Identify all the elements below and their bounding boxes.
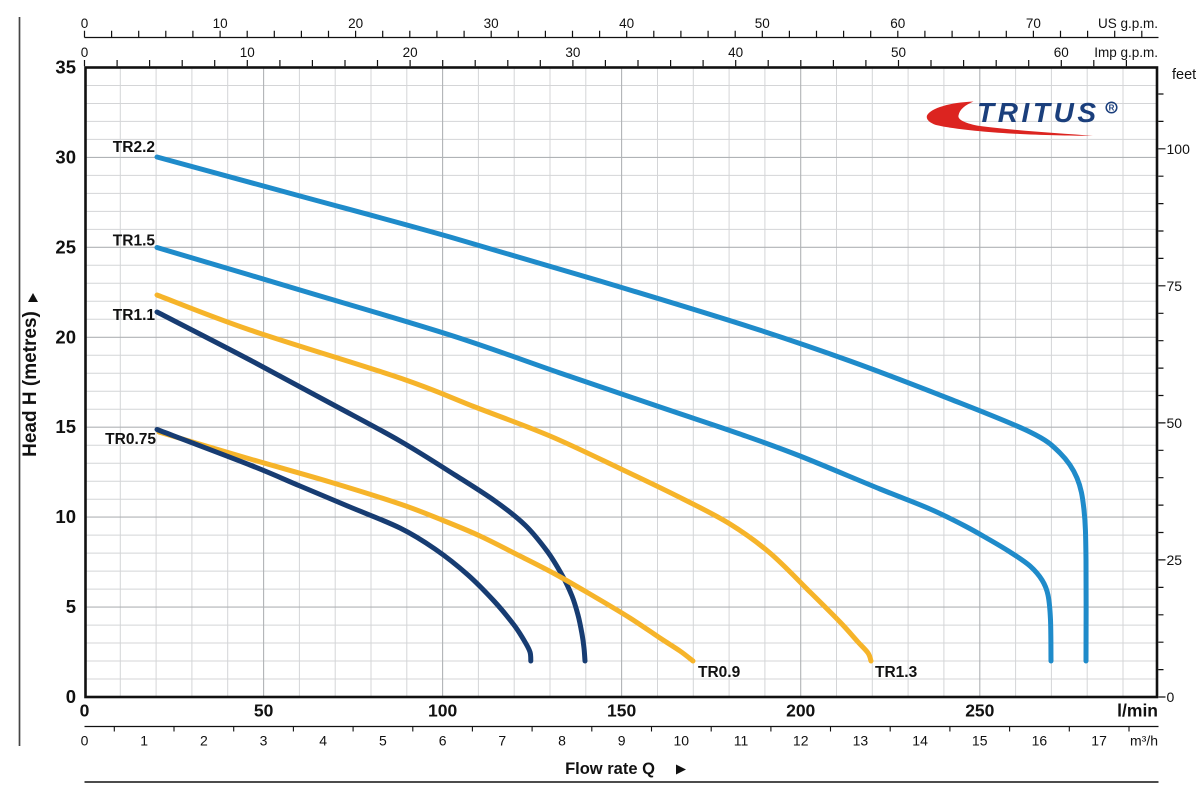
svg-text:US g.p.m.: US g.p.m. <box>1098 16 1158 31</box>
svg-text:6: 6 <box>439 733 447 749</box>
svg-text:0: 0 <box>66 686 76 707</box>
svg-text:30: 30 <box>565 45 580 60</box>
svg-text:9: 9 <box>618 733 626 749</box>
svg-text:200: 200 <box>786 701 815 721</box>
svg-text:20: 20 <box>348 16 363 31</box>
svg-text:Flow rate Q: Flow rate Q <box>565 760 655 778</box>
svg-text:60: 60 <box>1054 45 1069 60</box>
svg-text:1: 1 <box>140 733 148 749</box>
svg-text:TR1.5: TR1.5 <box>113 233 156 250</box>
svg-text:15: 15 <box>55 416 76 437</box>
svg-text:Imp g.p.m.: Imp g.p.m. <box>1094 45 1158 60</box>
svg-text:TR0.75: TR0.75 <box>105 431 156 448</box>
svg-text:m³/h: m³/h <box>1130 733 1158 749</box>
svg-text:100: 100 <box>428 701 457 721</box>
svg-text:20: 20 <box>55 326 76 347</box>
svg-text:2: 2 <box>200 733 208 749</box>
svg-text:25: 25 <box>1167 552 1183 568</box>
svg-text:70: 70 <box>1026 16 1041 31</box>
svg-text:30: 30 <box>484 16 499 31</box>
svg-text:8: 8 <box>558 733 566 749</box>
svg-text:50: 50 <box>1167 415 1183 431</box>
svg-text:0: 0 <box>81 16 89 31</box>
svg-text:TR0.9: TR0.9 <box>698 664 741 681</box>
svg-text:12: 12 <box>793 733 809 749</box>
svg-text:50: 50 <box>254 701 274 721</box>
svg-text:7: 7 <box>498 733 506 749</box>
svg-text:150: 150 <box>607 701 636 721</box>
svg-text:35: 35 <box>55 57 76 78</box>
svg-text:40: 40 <box>619 16 634 31</box>
svg-text:14: 14 <box>912 733 928 749</box>
svg-text:10: 10 <box>55 506 76 527</box>
svg-text:50: 50 <box>891 45 906 60</box>
svg-text:60: 60 <box>890 16 905 31</box>
svg-text:TR2.2: TR2.2 <box>113 139 155 156</box>
svg-text:TR1.1: TR1.1 <box>113 307 156 324</box>
svg-text:3: 3 <box>260 733 268 749</box>
svg-text:250: 250 <box>965 701 994 721</box>
svg-text:15: 15 <box>972 733 988 749</box>
svg-text:0: 0 <box>1167 689 1175 705</box>
svg-text:TRITUS: TRITUS <box>977 97 1100 128</box>
svg-text:13: 13 <box>853 733 869 749</box>
svg-text:25: 25 <box>55 236 76 257</box>
svg-text:75: 75 <box>1167 278 1183 294</box>
svg-text:0: 0 <box>81 733 89 749</box>
svg-text:R: R <box>1109 104 1115 113</box>
svg-text:10: 10 <box>240 45 255 60</box>
svg-text:50: 50 <box>755 16 770 31</box>
svg-text:TR1.3: TR1.3 <box>875 664 918 681</box>
svg-text:Head H (metres): Head H (metres) <box>20 311 41 457</box>
svg-text:17: 17 <box>1091 733 1107 749</box>
svg-text:5: 5 <box>379 733 387 749</box>
svg-text:feet: feet <box>1172 67 1196 83</box>
svg-text:20: 20 <box>403 45 418 60</box>
svg-text:30: 30 <box>55 146 76 167</box>
svg-text:4: 4 <box>319 733 327 749</box>
svg-text:l/min: l/min <box>1117 701 1158 721</box>
svg-text:5: 5 <box>66 596 76 617</box>
svg-text:0: 0 <box>81 45 89 60</box>
svg-text:40: 40 <box>728 45 743 60</box>
svg-text:10: 10 <box>674 733 690 749</box>
svg-text:0: 0 <box>80 701 90 721</box>
svg-text:10: 10 <box>213 16 228 31</box>
svg-text:100: 100 <box>1167 141 1191 157</box>
svg-text:11: 11 <box>734 733 749 749</box>
svg-text:16: 16 <box>1032 733 1048 749</box>
